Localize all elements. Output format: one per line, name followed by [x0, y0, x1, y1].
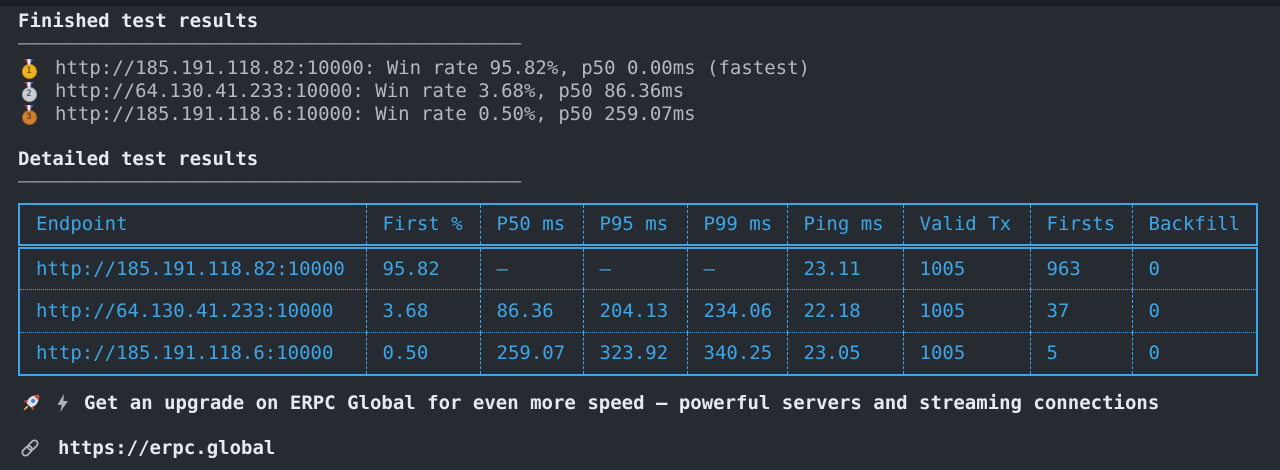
- separator-line: ––––––––––––––––––––––––––––––––––––––––…: [18, 33, 522, 53]
- footer-link-line: https://erpc.global: [18, 436, 1262, 460]
- bronze-medal-number: 3: [21, 109, 37, 125]
- column-header-p50-ms: P50 ms: [479, 204, 583, 249]
- value-cell: 0: [1131, 288, 1257, 332]
- upgrade-promo-line: Get an upgrade on ERPC Global for even m…: [18, 390, 1262, 416]
- value-cell: 0: [1131, 331, 1257, 375]
- table-row: http://185.191.118.82:10000 95.82– – –23.11…: [18, 245, 1257, 289]
- value-cell: 23.05: [786, 331, 903, 375]
- table-header-row: Endpoint First % P50 ms P95 ms P99 ms Ping ms…: [18, 204, 1257, 249]
- value-cell: 3.68: [365, 288, 480, 332]
- value-cell: 1005: [902, 288, 1030, 332]
- value-cell: 259.07: [479, 331, 583, 375]
- value-cell: 0: [1131, 245, 1257, 289]
- gold-medal-number: 1: [21, 63, 37, 79]
- value-cell: 204.13: [582, 288, 687, 332]
- window-top-edge: [0, 0, 1280, 6]
- value-cell: 323.92: [582, 331, 687, 375]
- value-cell: 963: [1029, 245, 1132, 289]
- bronze-medal-icon: 3: [18, 104, 40, 125]
- summary-line-third: 3 http://185.191.118.6:10000: Win rate 0…: [18, 103, 1262, 126]
- value-cell: 234.06: [686, 288, 787, 332]
- value-cell: 1005: [902, 331, 1030, 375]
- endpoint-cell: http://64.130.41.233:10000: [18, 288, 366, 332]
- column-header-firsts: Firsts: [1029, 204, 1132, 249]
- summary-line-text: http://185.191.118.82:10000: Win rate 95…: [55, 57, 810, 79]
- column-header-p99-ms: P99 ms: [686, 204, 787, 249]
- column-header-first-: First %: [365, 204, 480, 249]
- rocket-icon: [23, 394, 40, 411]
- silver-medal-number: 2: [21, 86, 37, 102]
- value-cell: 1005: [902, 245, 1030, 289]
- summary-line-text: http://64.130.41.233:10000: Win rate 3.6…: [55, 80, 685, 102]
- summary-list: 1 http://185.191.118.82:10000: Win rate …: [18, 57, 1262, 126]
- value-cell: 0.50: [365, 331, 480, 375]
- value-cell: 5: [1029, 331, 1132, 375]
- erpc-global-link[interactable]: https://erpc.global: [58, 436, 276, 459]
- column-header-ping-ms: Ping ms: [786, 204, 903, 249]
- endpoint-cell: http://185.191.118.6:10000: [18, 331, 366, 375]
- summary-line-second: 2 http://64.130.41.233:10000: Win rate 3…: [18, 80, 1262, 103]
- results-table: Endpoint First % P50 ms P95 ms P99 ms Ping ms…: [18, 203, 1258, 376]
- value-cell: –: [686, 245, 787, 289]
- column-header-p95-ms: P95 ms: [582, 204, 687, 249]
- table-row: http://64.130.41.233:10000 3.68 86.36 204.1…: [18, 288, 1257, 332]
- value-cell: –: [479, 245, 583, 289]
- value-cell: 22.18: [786, 288, 903, 332]
- value-cell: 95.82: [365, 245, 480, 289]
- value-cell: –: [582, 245, 687, 289]
- endpoint-cell: http://185.191.118.82:10000: [18, 245, 366, 289]
- summary-line-text: http://185.191.118.6:10000: Win rate 0.5…: [55, 103, 696, 125]
- value-cell: 86.36: [479, 288, 583, 332]
- table-row: http://185.191.118.6:10000 0.50 259.07 323.…: [18, 331, 1257, 375]
- column-header-valid-tx: Valid Tx: [902, 204, 1030, 249]
- value-cell: 23.11: [786, 245, 903, 289]
- column-header-endpoint: Endpoint: [18, 204, 366, 249]
- link-icon: [21, 439, 39, 457]
- silver-medal-icon: 2: [18, 81, 40, 102]
- gold-medal-icon: 1: [18, 58, 40, 79]
- column-header-backfill: Backfill: [1131, 204, 1257, 249]
- summary-line-first: 1 http://185.191.118.82:10000: Win rate …: [18, 57, 1262, 80]
- detailed-results-heading: Detailed test results: [18, 148, 259, 170]
- value-cell: 340.25: [686, 331, 787, 375]
- finished-results-heading: Finished test results: [18, 10, 259, 32]
- value-cell: 37: [1029, 288, 1132, 332]
- lightning-icon: [57, 393, 68, 413]
- upgrade-promo-text: Get an upgrade on ERPC Global for even m…: [84, 391, 1160, 414]
- separator-line: ––––––––––––––––––––––––––––––––––––––––…: [18, 171, 522, 191]
